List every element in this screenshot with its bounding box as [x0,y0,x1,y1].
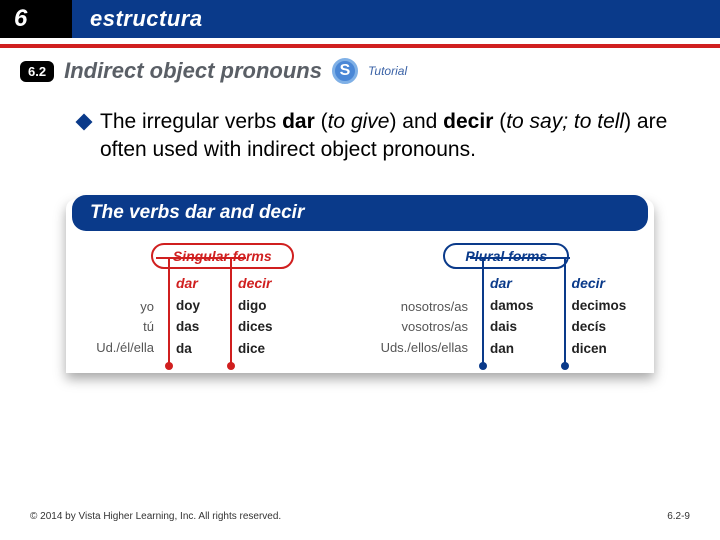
verb-header-decir: decir [572,275,627,291]
conj-cell: das [176,316,200,338]
conj-cell: damos [490,295,534,317]
plural-verbs: dar damos dais dan decir decimos decís d… [478,275,644,360]
singular-half: yo tú Ud./él/ella dar doy das da decir [76,275,360,360]
pronoun-cell: yo [76,297,154,318]
section-number-badge: 6.2 [20,61,54,82]
table-title: The verbs dar and decir [72,195,648,231]
chapter-number: 6 [0,0,72,38]
vline-icon [168,257,170,368]
bullet-item: The irregular verbs dar (to give) and de… [0,90,720,165]
bullet-text: The irregular verbs dar (to give) and de… [100,108,670,165]
footer: © 2014 by Vista Higher Learning, Inc. Al… [30,511,690,522]
decir-plural-col: decir decimos decís dicen [572,275,627,360]
conj-cell: dan [490,338,534,360]
vline-icon [564,257,566,368]
dot-icon [561,362,569,370]
estructura-label: estructura [72,0,720,38]
conj-cell: dicen [572,338,627,360]
tutorial-label[interactable]: Tutorial [368,64,407,78]
copyright-text: © 2014 by Vista Higher Learning, Inc. Al… [30,511,281,522]
section-header: 6.2 Indirect object pronouns S Tutorial [0,48,720,90]
section-title: Indirect object pronouns [64,58,322,84]
conj-cell: doy [176,295,200,317]
plural-pronouns: nosotros/as vosotros/as Uds./ellos/ellas [360,275,478,359]
supersite-icon[interactable]: S [332,58,358,84]
verb-header-dar: dar [490,275,534,291]
pronoun-cell: Uds./ellos/ellas [360,338,468,359]
conj-cell: da [176,338,200,360]
page-number: 6.2-9 [667,511,690,522]
singular-verbs: dar doy das da decir digo dices dice [164,275,360,360]
verb-header-decir: decir [238,275,273,291]
conj-cell: dices [238,316,273,338]
conj-cell: dais [490,316,534,338]
diamond-bullet-icon [76,114,93,131]
singular-pronouns: yo tú Ud./él/ella [76,275,164,359]
conj-cell: dice [238,338,273,360]
dot-icon [227,362,235,370]
dot-icon [479,362,487,370]
branch-line [470,257,570,259]
plural-forms-pill: Plural forms [443,243,569,269]
dar-singular-col: dar doy das da [176,275,200,360]
forms-labels-row: Singular forms Plural forms [66,235,654,273]
pronoun-cell: nosotros/as [360,297,468,318]
singular-forms-pill: Singular forms [151,243,294,269]
dar-plural-col: dar damos dais dan [490,275,534,360]
conj-cell: digo [238,295,273,317]
vline-icon [482,257,484,368]
conjugation-table: The verbs dar and decir Singular forms P… [66,199,654,374]
conj-cell: decís [572,316,627,338]
conjugation-zone: yo tú Ud./él/ella dar doy das da decir [66,273,654,374]
vline-icon [230,257,232,368]
pronoun-cell: tú [76,317,154,338]
dot-icon [165,362,173,370]
plural-half: nosotros/as vosotros/as Uds./ellos/ellas… [360,275,644,360]
top-bar: 6 estructura [0,0,720,38]
conj-cell: decimos [572,295,627,317]
verb-header-dar: dar [176,275,200,291]
pronoun-cell: Ud./él/ella [76,338,154,359]
decir-singular-col: decir digo dices dice [238,275,273,360]
pronoun-cell: vosotros/as [360,317,468,338]
